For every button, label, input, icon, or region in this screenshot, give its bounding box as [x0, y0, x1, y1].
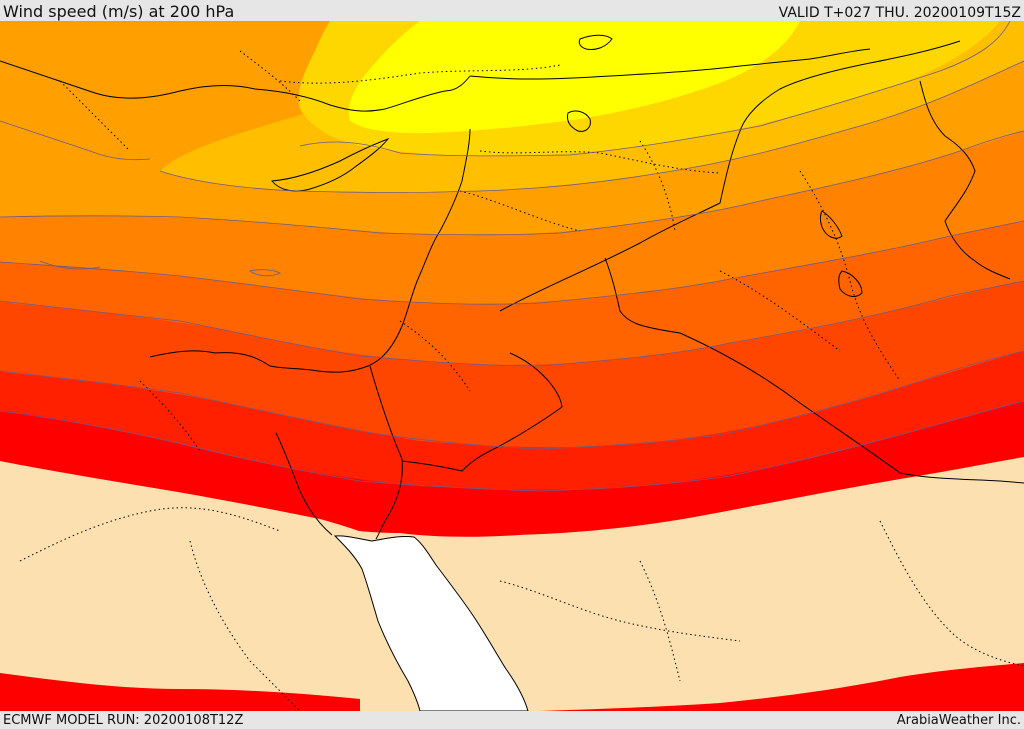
- gulf-coast: [919, 80, 1011, 280]
- isotach-contours: [0, 21, 1024, 492]
- lake-van: [567, 110, 591, 132]
- border-line-3: [401, 352, 563, 472]
- valid-time: VALID T+027 THU. 20200109T15Z: [778, 5, 1021, 21]
- band-red-south-east: [540, 663, 1024, 711]
- band-yellow: [348, 21, 800, 134]
- cyprus-outline: [271, 137, 390, 192]
- province-borders: [19, 50, 1024, 711]
- credit-label: ArabiaWeather Inc.: [896, 713, 1021, 728]
- anatolia-coast: [0, 60, 471, 112]
- model-run-label: ECMWF MODEL RUN: 20200108T12Z: [3, 713, 244, 728]
- lake-urmia: [578, 34, 613, 50]
- red-sea: [333, 535, 529, 711]
- border-line-2: [604, 257, 1024, 484]
- band-red-south: [0, 673, 360, 711]
- north-coast: [469, 48, 871, 80]
- levant-coast: [149, 128, 471, 373]
- title-bar: Wind speed (m/s) at 200 hPa VALID T+027 …: [0, 0, 1024, 21]
- wind-speed-map: [0, 21, 1024, 711]
- lake-east-2: [838, 270, 863, 297]
- low-wind-south: [0, 461, 372, 711]
- low-wind-southeast: [520, 457, 1024, 711]
- border-line: [499, 40, 961, 312]
- lake-east: [820, 210, 843, 239]
- footer-bar: ECMWF MODEL RUN: 20200108T12Z ArabiaWeat…: [0, 711, 1024, 729]
- map-canvas: [0, 21, 1024, 711]
- map-title: Wind speed (m/s) at 200 hPa: [3, 2, 235, 21]
